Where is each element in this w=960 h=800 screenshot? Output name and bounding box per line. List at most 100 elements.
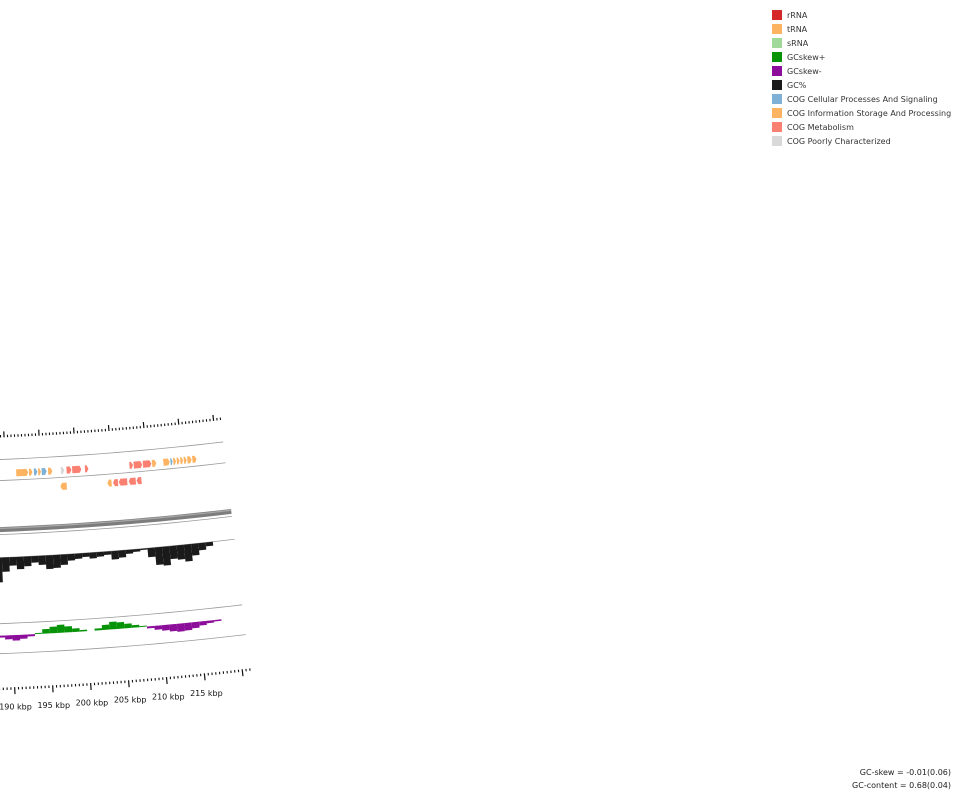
forward-cds	[37, 468, 42, 476]
forward-cds	[16, 468, 29, 477]
forward-cds	[183, 456, 187, 464]
gc-skew-bar	[34, 632, 43, 635]
gc-skew-bar	[0, 635, 6, 638]
stats-block: GC-skew = -0.01(0.06) GC-content = 0.68(…	[852, 766, 951, 792]
gc-content-bar	[9, 556, 17, 566]
gc-content-bar	[132, 548, 141, 553]
gc-content-bar	[205, 541, 214, 547]
reverse-cds	[136, 476, 142, 485]
gc-content-bar	[0, 557, 3, 583]
gc-skew-bar	[27, 634, 35, 637]
forward-cds	[170, 458, 173, 466]
legend-swatch	[772, 66, 782, 76]
legend-label: GC%	[787, 80, 807, 90]
genome-backbone-highlight	[0, 509, 232, 530]
gc-content-bar	[74, 553, 83, 559]
gc-skew-bar	[124, 623, 132, 629]
scale-major-tick	[203, 673, 206, 681]
gc-skew-bar	[4, 635, 13, 640]
gc-content-bar	[176, 544, 186, 560]
forward-cds	[60, 466, 65, 474]
forward-cds	[47, 467, 53, 475]
legend-swatch	[772, 38, 782, 48]
legend-item: COG Metabolism	[772, 120, 951, 134]
legend-item: GCskew+	[772, 50, 951, 64]
gc-content-bar	[169, 545, 178, 560]
gc-content-bar	[103, 551, 112, 555]
gc-skew-bar	[64, 626, 73, 633]
gc-content-bar	[38, 555, 47, 565]
gc-skew-bar	[12, 634, 21, 641]
legend-item: COG Poorly Characterized	[772, 134, 951, 148]
gc-skew-bar	[101, 624, 110, 631]
forward-cds	[163, 458, 170, 466]
gc-content-bar	[67, 553, 76, 561]
gc-content-bar	[1, 557, 10, 572]
gc-content-bar	[125, 549, 134, 554]
ring-border	[0, 516, 232, 536]
forward-cds	[41, 467, 47, 476]
gc-skew-bar	[109, 621, 118, 630]
reverse-cds	[118, 478, 128, 486]
gc-skew-bar	[56, 624, 65, 633]
forward-cds	[129, 461, 134, 469]
major-tick	[212, 414, 215, 421]
legend-swatch	[772, 52, 782, 62]
legend-label: COG Poorly Characterized	[787, 136, 891, 146]
gc-content-bar	[183, 544, 193, 562]
major-tick	[142, 422, 145, 429]
position-label: 200 kbp	[76, 698, 109, 707]
reverse-cds	[128, 477, 137, 485]
gc-skew-bar	[139, 625, 147, 628]
legend-item: GCskew-	[772, 64, 951, 78]
legend: rRNA tRNA sRNA GCskew+ GCskew- GC% COG Cellula…	[772, 8, 951, 148]
reverse-cds	[113, 478, 119, 487]
position-label: 195 kbp	[37, 701, 70, 710]
gc-skew-bar	[213, 619, 222, 622]
legend-swatch	[772, 108, 782, 118]
forward-cds	[33, 468, 38, 476]
legend-label: tRNA	[787, 24, 808, 34]
legend-swatch	[772, 24, 782, 34]
gc-skew-bar	[154, 625, 163, 630]
position-label: 210 kbp	[152, 692, 185, 701]
gc-skew-bar	[199, 620, 207, 626]
gc-skew-bar	[206, 620, 215, 624]
genome-backbone	[0, 508, 232, 533]
legend-item: rRNA	[772, 8, 951, 22]
genome-map-layer: 130 kbp135 kbp140 kbp145 kbp150 kbp155 k…	[0, 414, 251, 712]
legend-item: COG Information Storage And Processing	[772, 106, 951, 120]
scale-major-tick	[127, 680, 130, 688]
forward-cds	[191, 455, 197, 463]
gc-skew-bar	[49, 626, 58, 634]
gc-content-bar	[198, 542, 207, 551]
forward-cds	[84, 465, 89, 473]
ring-border	[0, 604, 243, 625]
gc-skew-bar	[146, 625, 155, 629]
gc-skew-bar	[19, 634, 28, 639]
major-tick	[177, 418, 180, 425]
scale-major-tick	[165, 676, 168, 685]
gc-content-bar	[154, 546, 164, 566]
gc-skew-bar	[87, 630, 95, 632]
legend-swatch	[772, 136, 782, 146]
gc-skew-bar	[94, 628, 103, 631]
forward-cds	[179, 457, 184, 465]
forward-cds	[142, 460, 152, 468]
gc-skew-bar	[184, 622, 193, 631]
legend-item: GC%	[772, 78, 951, 92]
gc-skew-bar	[161, 624, 170, 631]
gc-content-bar	[45, 555, 54, 570]
gc-skew-bar	[72, 628, 80, 633]
legend-label: COG Cellular Processes And Signaling	[787, 94, 938, 104]
legend-label: GCskew+	[787, 52, 826, 62]
position-label: 190 kbp	[0, 703, 32, 712]
gc-content-bar	[191, 543, 200, 556]
gc-content-bar	[140, 548, 148, 551]
gc-content-bar	[16, 556, 25, 570]
gc-content-bar	[82, 552, 90, 558]
gc-skew-bar	[169, 623, 178, 632]
gc-skew-stat: GC-skew = -0.01(0.06)	[859, 768, 951, 777]
forward-cds	[133, 461, 143, 469]
forward-cds	[176, 457, 180, 465]
